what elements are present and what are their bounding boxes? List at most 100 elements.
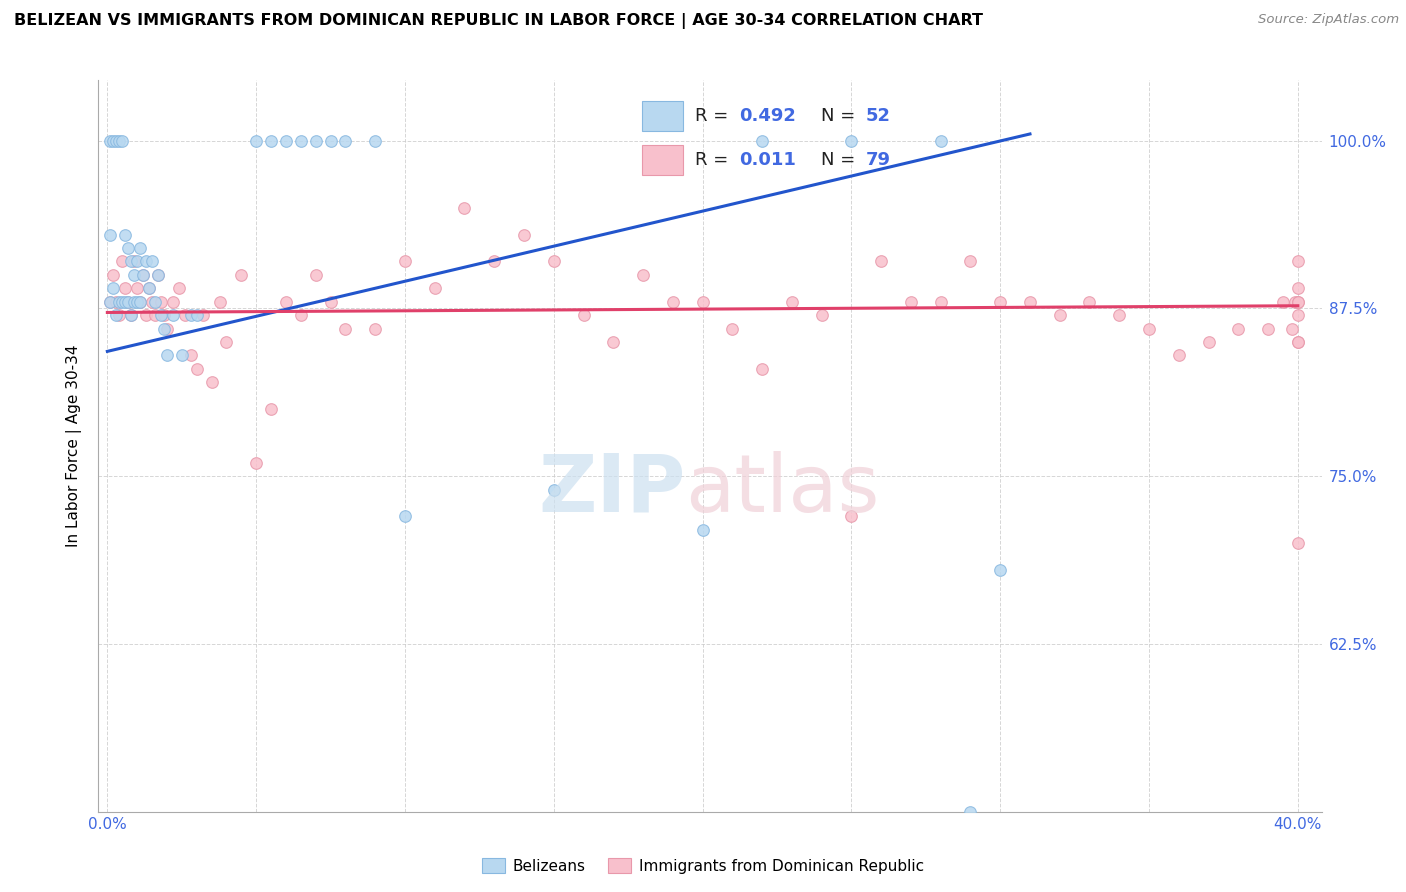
Text: N =: N = [821, 151, 862, 169]
Point [209, 294, 232, 309]
Point [120, 308, 142, 322]
Point [543, 483, 565, 497]
Point [335, 321, 357, 335]
Y-axis label: In Labor Force | Age 30-34: In Labor Force | Age 30-34 [66, 344, 83, 548]
Point [631, 268, 654, 282]
Point [1286, 294, 1309, 309]
Point [141, 254, 163, 268]
Point [364, 321, 387, 335]
Point [156, 321, 179, 335]
Point [114, 294, 136, 309]
Point [721, 321, 744, 335]
Text: ZIP: ZIP [538, 450, 686, 529]
Point [105, 294, 128, 309]
Point [662, 294, 685, 309]
Point [1227, 321, 1250, 335]
Point [129, 294, 152, 309]
Point [103, 134, 125, 148]
Point [146, 268, 169, 282]
Point [215, 334, 238, 349]
Point [186, 308, 208, 322]
Point [1286, 254, 1309, 268]
Point [929, 294, 952, 309]
Point [170, 348, 193, 362]
Point [138, 281, 160, 295]
Point [105, 308, 128, 322]
Point [543, 254, 565, 268]
Point [98, 294, 121, 309]
Bar [643, 101, 683, 131]
Point [245, 134, 267, 148]
Text: 0.492: 0.492 [740, 107, 796, 125]
Point [1049, 308, 1071, 322]
Point [260, 402, 283, 417]
Point [305, 134, 328, 148]
Point [1286, 294, 1309, 309]
Point [149, 308, 172, 322]
Point [156, 348, 179, 362]
Point [1271, 294, 1294, 309]
Point [129, 294, 152, 309]
Point [180, 308, 202, 322]
Point [132, 268, 155, 282]
Point [117, 294, 139, 309]
Point [870, 254, 893, 268]
Text: 79: 79 [865, 151, 890, 169]
Point [162, 294, 184, 309]
Point [149, 294, 172, 309]
Point [484, 254, 506, 268]
Point [108, 294, 131, 309]
Point [260, 134, 283, 148]
Point [111, 294, 134, 309]
Point [162, 308, 184, 322]
Point [153, 308, 176, 322]
Point [1257, 321, 1279, 335]
Point [138, 281, 160, 295]
Text: BELIZEAN VS IMMIGRANTS FROM DOMINICAN REPUBLIC IN LABOR FORCE | AGE 30-34 CORREL: BELIZEAN VS IMMIGRANTS FROM DOMINICAN RE… [14, 13, 983, 29]
Point [929, 134, 952, 148]
Point [111, 254, 134, 268]
Point [1286, 334, 1309, 349]
Point [180, 348, 202, 362]
Point [780, 294, 803, 309]
Legend: Belizeans, Immigrants from Dominican Republic: Belizeans, Immigrants from Dominican Rep… [475, 852, 931, 880]
Bar [643, 145, 683, 175]
Point [900, 294, 922, 309]
Point [135, 308, 157, 322]
Point [132, 268, 155, 282]
Point [122, 268, 145, 282]
Point [120, 254, 142, 268]
Point [959, 254, 981, 268]
Point [122, 254, 145, 268]
Point [98, 227, 121, 242]
Point [103, 281, 125, 295]
Point [120, 308, 142, 322]
Point [988, 294, 1011, 309]
Point [841, 509, 863, 524]
Point [1286, 334, 1309, 349]
Point [1284, 294, 1306, 309]
Point [988, 563, 1011, 577]
Point [141, 294, 163, 309]
Point [394, 254, 416, 268]
Point [1078, 294, 1101, 309]
Point [841, 134, 863, 148]
Text: N =: N = [821, 107, 862, 125]
Point [1198, 334, 1220, 349]
Point [394, 509, 416, 524]
Point [290, 308, 312, 322]
Point [153, 321, 176, 335]
Point [143, 308, 166, 322]
Point [231, 268, 253, 282]
Point [135, 254, 157, 268]
Point [751, 361, 773, 376]
Point [335, 134, 357, 148]
Point [186, 361, 208, 376]
Point [692, 294, 714, 309]
Point [1286, 536, 1309, 550]
Point [191, 308, 214, 322]
Point [1281, 321, 1303, 335]
Point [108, 134, 131, 148]
Point [114, 227, 136, 242]
Point [245, 456, 267, 470]
